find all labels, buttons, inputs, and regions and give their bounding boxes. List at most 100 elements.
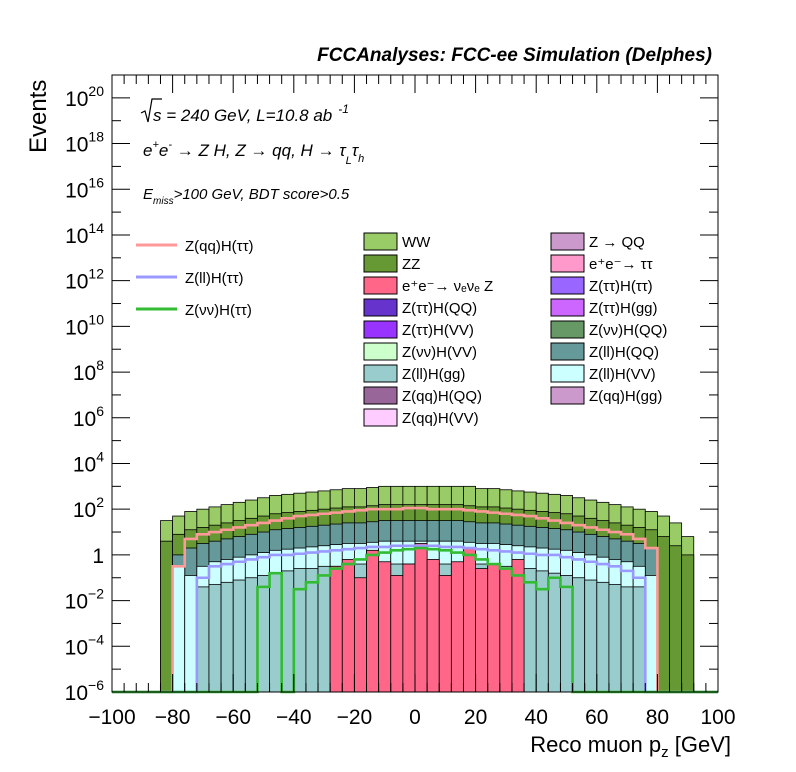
- bar-e-e-z-bin-28: [450, 561, 464, 693]
- bar-e-e-z-bin-22: [378, 561, 392, 693]
- legend-label: Z(ττ)H(QQ): [402, 300, 477, 317]
- legend-label: Z(ll)H(QQ): [589, 344, 659, 361]
- y-axis-label: Events: [25, 80, 52, 153]
- y-tick-label: 10−4: [65, 631, 105, 659]
- y-tick-label: 10−6: [65, 677, 105, 705]
- bar-e-e-z-bin-21: [366, 549, 380, 693]
- legend-label: Z(qq)H(gg): [589, 388, 662, 405]
- bar-e-e-z-bin-24: [402, 563, 416, 693]
- legend-backgrounds-col1: WW ZZ e⁺e⁻→ νₑνₑ Z Z(ττ)H(QQ) Z(ττ)H(VV) Z(νν…: [363, 232, 493, 427]
- legend-swatch-z-h-qq: [363, 298, 398, 317]
- bar-e-e-z-bin-29: [463, 547, 477, 693]
- legend-swatch-z-qq-h-gg: [550, 386, 585, 405]
- bar-e-e-z-bin-32: [499, 568, 513, 693]
- x-tick-label: 40: [525, 706, 548, 729]
- bar-e-e-z-bin-33: [511, 559, 525, 693]
- legend-label: Z(ττ)H(gg): [589, 300, 658, 317]
- y-tick-label: 104: [73, 448, 104, 476]
- line-z-h: [112, 546, 718, 694]
- bar-z-ll-h-gg-bin-17: [317, 565, 331, 693]
- legend-label: Z(ll)H(VV): [589, 366, 656, 383]
- x-tick-label: 20: [464, 706, 487, 729]
- legend-label: Z(νν)H(VV): [402, 344, 477, 361]
- legend-label: Z(ττ)H(ττ): [589, 278, 653, 295]
- bar-z-ll-h-gg-bin-8: [208, 584, 222, 693]
- annotation-process: e+e- → Z H, Z → qq, H → τLτh: [143, 139, 364, 167]
- bar-e-e-z-bin-30: [475, 568, 489, 693]
- bar-z-ll-h-gg-bin-36: [547, 572, 561, 693]
- legend-label: Z(ll)H(ττ): [185, 270, 244, 287]
- y-tick-label: 1014: [65, 220, 104, 248]
- bar-z-ll-h-gg-bin-42: [620, 586, 634, 693]
- bar-e-e-z-bin-31: [487, 563, 501, 693]
- legend-swatch-z-h-qq: [550, 320, 585, 339]
- bar-z-ll-h-gg-bin-40: [596, 581, 610, 693]
- bar-z-ll-h-gg-bin-10: [232, 579, 246, 693]
- bar-z-ll-h-gg-bin-11: [244, 577, 258, 693]
- legend-swatch-z-ll-h-vv: [550, 364, 585, 383]
- legend-label: Z(qq)H(ττ): [185, 238, 254, 255]
- legend-swatch-e-e-z: [363, 276, 398, 295]
- legend-signals: Z(qq)H(ττ) Z(ll)H(ττ) Z(νν)H(ττ): [136, 238, 254, 319]
- legend-label: Z(qq)H(VV): [402, 410, 479, 427]
- line-z-ll-h: [112, 544, 718, 694]
- x-tick-label: −20: [337, 706, 373, 729]
- bar-e-e-z-bin-18: [329, 565, 343, 693]
- line-z-qq-h: [112, 506, 718, 694]
- bar-e-e-z-bin-23: [390, 575, 404, 693]
- bar-z-ll-h-gg-bin-7: [196, 586, 210, 693]
- legend-swatch-z-qq: [550, 232, 585, 251]
- bar-z-ll-h-gg-bin-15: [293, 568, 307, 693]
- bar-zz-bin-4: [160, 540, 173, 693]
- x-tick-label: −80: [155, 706, 191, 729]
- legend-label: Z(νν)H(QQ): [589, 322, 667, 339]
- x-tick-label: 60: [585, 706, 608, 729]
- legend-label: ZZ: [402, 256, 420, 273]
- bar-z-ll-h-gg-bin-12: [257, 575, 270, 693]
- legend-label: e⁺e⁻→ ττ: [589, 256, 653, 273]
- y-tick-label: 1020: [65, 83, 104, 111]
- y-tick-label: 1018: [65, 129, 104, 157]
- bar-zz-bin-47: [681, 554, 695, 693]
- y-tick-label: 106: [73, 403, 104, 431]
- legend-swatch-z-h-vv: [363, 320, 398, 339]
- x-axis-label: Reco muon pz [GeV]: [530, 732, 731, 761]
- legend-swatch-ww: [363, 232, 398, 251]
- legend-swatch-z-ll-h-qq: [550, 342, 585, 361]
- bar-zz-bin-45: [657, 536, 670, 693]
- y-tick-label: 1010: [65, 311, 104, 339]
- legend-swatch-zz: [363, 254, 398, 273]
- x-tick-labels: −100 −80 −60 −40 −20 0 20 40 60 80 100: [88, 706, 735, 729]
- x-tick-label: 80: [646, 706, 669, 729]
- legend-swatch-z-qq-h-qq: [363, 386, 398, 405]
- legend-swatch-z-qq-h-vv: [363, 408, 398, 427]
- legend-label: Z(ττ)H(VV): [402, 322, 474, 339]
- legend-swatch-z-h: [550, 276, 585, 295]
- bar-e-e-z-bin-20: [353, 577, 367, 693]
- signal-lines: [112, 506, 718, 694]
- legend-label: WW: [402, 234, 431, 251]
- y-tick-labels: 10−6 10−4 10−2 1 102 104 106 108 1010 1012 1014 101…: [65, 83, 105, 705]
- y-tick-label: 1012: [65, 266, 104, 294]
- legend-label: Z(qq)H(QQ): [402, 388, 482, 405]
- legend-backgrounds-col2: Z → QQ e⁺e⁻→ ττ Z(ττ)H(ττ) Z(ττ)H(gg) Z(νν)H…: [550, 232, 667, 405]
- y-tick-label: 10−2: [65, 586, 105, 614]
- svg-text:s = 240 GeV, L=10.8 ab-1: s = 240 GeV, L=10.8 ab -1: [153, 102, 349, 125]
- bar-z-ll-h-gg-bin-41: [608, 584, 622, 693]
- bar-e-e-z-bin-26: [426, 559, 440, 693]
- bar-z-ll-h-gg-bin-37: [560, 575, 573, 693]
- x-tick-label: 0: [409, 706, 421, 729]
- bar-z-ll-h-vv-bin-5: [172, 565, 186, 693]
- bar-z-ll-h-gg-bin-9: [220, 581, 234, 693]
- bar-e-e-z-bin-27: [438, 575, 452, 693]
- x-tick-label: −40: [276, 706, 312, 729]
- x-tick-label: −100: [88, 706, 135, 729]
- y-tick-label: 102: [73, 494, 104, 522]
- legend-swatch-z-h-gg: [550, 298, 585, 317]
- bar-z-ll-h-vv-bin-6: [184, 575, 198, 693]
- legend-swatch-z-h-vv: [363, 342, 398, 361]
- bar-z-ll-h-gg-bin-38: [572, 577, 586, 693]
- bar-e-e-z-bin-19: [341, 559, 355, 693]
- bar-z-ll-h-gg-bin-39: [584, 579, 598, 693]
